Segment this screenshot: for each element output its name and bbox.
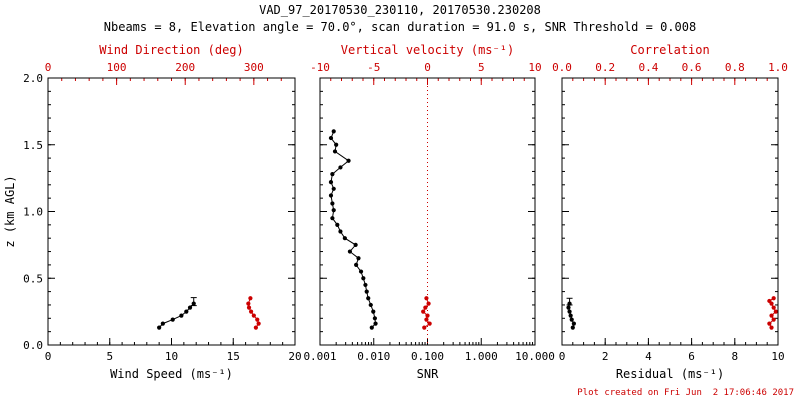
svg-text:2.0: 2.0 [23, 72, 43, 85]
svg-text:10: 10 [771, 350, 784, 363]
plot-creation-note: Plot created on Fri Jun 2 17:06:46 2017 [577, 388, 794, 398]
svg-text:Residual (ms⁻¹): Residual (ms⁻¹) [616, 367, 724, 381]
svg-text:z (km AGL): z (km AGL) [3, 175, 17, 247]
svg-text:10: 10 [528, 61, 541, 74]
svg-text:Wind Direction (deg): Wind Direction (deg) [99, 43, 244, 57]
svg-text:-5: -5 [367, 61, 380, 74]
svg-text:0.010: 0.010 [357, 350, 390, 363]
svg-text:0.0: 0.0 [23, 339, 43, 352]
svg-text:Wind Speed (ms⁻¹): Wind Speed (ms⁻¹) [110, 367, 233, 381]
svg-text:4: 4 [645, 350, 652, 363]
svg-text:100: 100 [107, 61, 127, 74]
svg-text:Vertical velocity (ms⁻¹): Vertical velocity (ms⁻¹) [341, 43, 514, 57]
svg-text:1.5: 1.5 [23, 139, 43, 152]
plot-subtitle: Nbeams = 8, Elevation angle = 70.0°, sca… [103, 20, 697, 34]
svg-text:5: 5 [106, 350, 113, 363]
svg-text:0.2: 0.2 [595, 61, 615, 74]
svg-text:0: 0 [559, 350, 566, 363]
svg-text:Correlation: Correlation [630, 43, 709, 57]
svg-text:8: 8 [731, 350, 738, 363]
svg-text:1.000: 1.000 [465, 350, 498, 363]
svg-text:20: 20 [288, 350, 301, 363]
svg-text:200: 200 [175, 61, 195, 74]
svg-text:5: 5 [478, 61, 485, 74]
svg-text:1.0: 1.0 [768, 61, 788, 74]
svg-text:0.5: 0.5 [23, 272, 43, 285]
svg-text:0.100: 0.100 [411, 350, 444, 363]
svg-text:10: 10 [165, 350, 178, 363]
svg-text:0: 0 [45, 350, 52, 363]
svg-text:300: 300 [244, 61, 264, 74]
svg-text:0: 0 [424, 61, 431, 74]
svg-text:6: 6 [688, 350, 695, 363]
svg-text:1.0: 1.0 [23, 206, 43, 219]
svg-text:0: 0 [45, 61, 52, 74]
svg-text:0.0: 0.0 [552, 61, 572, 74]
svg-text:0.4: 0.4 [638, 61, 658, 74]
svg-text:2: 2 [602, 350, 609, 363]
svg-text:-10: -10 [310, 61, 330, 74]
svg-text:0.001: 0.001 [303, 350, 336, 363]
svg-text:0.6: 0.6 [682, 61, 702, 74]
plot-title: VAD_97_20170530_230110, 20170530.230208 [259, 3, 541, 17]
svg-text:SNR: SNR [417, 367, 439, 381]
svg-text:10.000: 10.000 [515, 350, 555, 363]
svg-text:0.8: 0.8 [725, 61, 745, 74]
svg-text:15: 15 [227, 350, 240, 363]
